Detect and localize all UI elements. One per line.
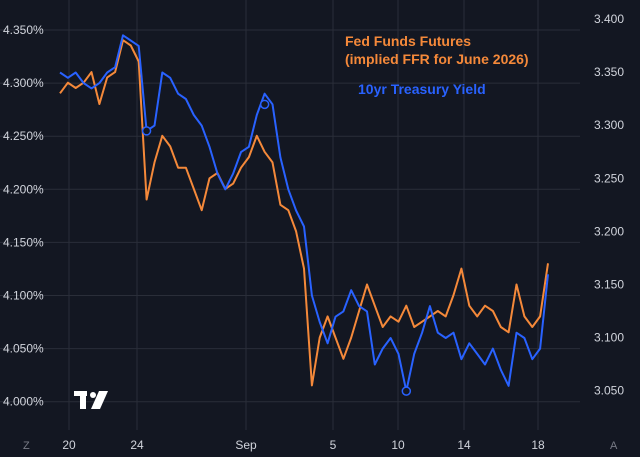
- legend-treasury: 10yr Treasury Yield: [358, 81, 486, 97]
- left-axis-tick: 4.050%: [3, 342, 44, 356]
- legend-fed-line1: Fed Funds Futures: [345, 33, 471, 49]
- treasury-series-line: [59, 34, 549, 393]
- x-axis-tick: 18: [531, 438, 545, 452]
- legend-fed-line2: (implied FFR for June 2026): [345, 51, 529, 67]
- x-axis-tick: 24: [130, 438, 144, 452]
- right-axis-tick: 3.250: [594, 171, 624, 185]
- left-axis-tick: 4.000%: [3, 395, 44, 409]
- x-axis-tick: 14: [457, 438, 471, 452]
- treasury-marker-point: [141, 126, 152, 136]
- left-axis-ticks: 4.350% 4.300% 4.250% 4.200% 4.150% 4.100% 4.05…: [3, 23, 44, 409]
- grid: [0, 0, 580, 430]
- x-axis-tick: Sep: [235, 438, 257, 452]
- left-axis-tick: 4.150%: [3, 235, 44, 249]
- right-axis-tick: 3.200: [594, 224, 624, 238]
- right-axis-tick: 3.300: [594, 118, 624, 132]
- marker-points: [141, 99, 412, 396]
- x-axis-tick: 10: [391, 438, 405, 452]
- right-axis-tick: 3.050: [594, 384, 624, 398]
- right-axis-tick: 3.100: [594, 331, 624, 345]
- x-axis-tick: 20: [62, 438, 76, 452]
- left-axis-tick: 4.350%: [3, 23, 44, 37]
- right-axis-tick: 3.150: [594, 278, 624, 292]
- corner-right-a[interactable]: A: [610, 440, 618, 452]
- left-axis-tick: 4.100%: [3, 289, 44, 303]
- tradingview-logo: [74, 391, 108, 409]
- treasury-marker-point: [259, 99, 270, 110]
- right-axis-ticks: 3.400 3.350 3.300 3.250 3.200 3.150 3.100 3.050: [594, 12, 624, 398]
- right-axis-tick: 3.400: [594, 12, 624, 26]
- series-lines: [59, 34, 549, 393]
- right-axis-tick: 3.350: [594, 65, 624, 79]
- treasury-marker-point: [401, 386, 412, 396]
- x-axis-ticks: 20 24 Sep 5 10 14 18: [62, 438, 545, 452]
- fed-funds-series-line: [59, 39, 549, 387]
- x-axis-tick: 5: [330, 438, 337, 452]
- left-axis-tick: 4.300%: [3, 76, 44, 90]
- left-axis-tick: 4.250%: [3, 129, 44, 143]
- corner-left-z[interactable]: Z: [23, 440, 30, 452]
- left-axis-tick: 4.200%: [3, 182, 44, 196]
